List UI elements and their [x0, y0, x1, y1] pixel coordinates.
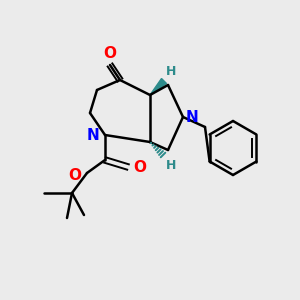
Text: H: H: [166, 159, 176, 172]
Text: N: N: [186, 110, 199, 124]
Polygon shape: [150, 79, 166, 95]
Text: O: O: [68, 167, 81, 182]
Text: H: H: [166, 65, 176, 78]
Text: O: O: [133, 160, 146, 175]
Text: O: O: [103, 46, 116, 61]
Text: N: N: [86, 128, 99, 142]
